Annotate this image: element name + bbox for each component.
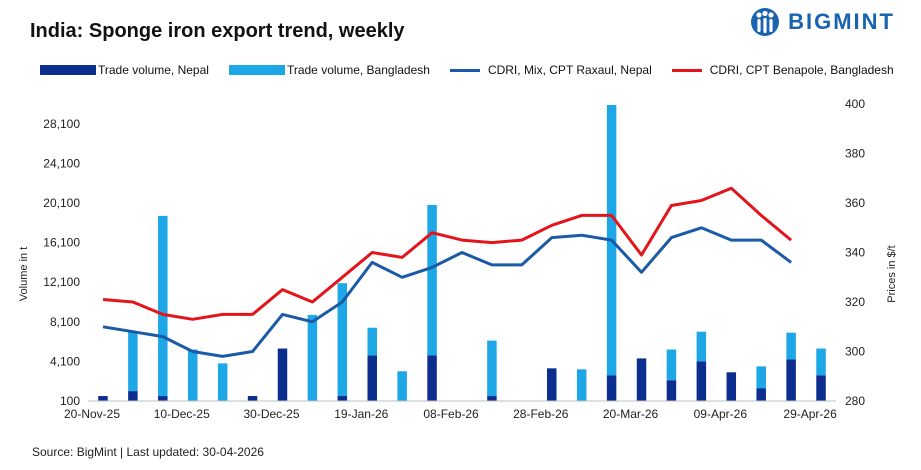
legend-label-nepal-volume: Trade volume, Nepal: [98, 63, 209, 77]
bar-nepal-volume: [277, 348, 288, 401]
x-tick-label: 30-Dec-25: [244, 407, 300, 421]
bars-layer: [98, 104, 826, 401]
x-tick-label: 20-Nov-25: [64, 407, 120, 421]
y-left-tick-label: 16,100: [43, 236, 80, 250]
source-note: Source: BigMint | Last updated: 30-04-20…: [32, 445, 264, 459]
y-right-tick-label: 320: [845, 295, 865, 309]
bar-bangladesh-volume: [696, 331, 707, 362]
legend-item-bangladesh-volume: Trade volume, Bangladesh: [228, 63, 430, 77]
bar-nepal-volume: [337, 396, 348, 401]
bar-nepal-volume: [696, 361, 707, 401]
y-right-tick-label: 400: [845, 97, 865, 111]
y-left-tick-label: 24,100: [43, 156, 80, 170]
y-left-tick-label: 28,100: [43, 117, 80, 131]
y-left-tick-label: 20,100: [43, 196, 80, 210]
line-benapole-price: [102, 186, 793, 321]
y-left-tick-label: 4,100: [50, 354, 80, 368]
x-tick-label: 29-Apr-26: [783, 407, 837, 421]
bar-nepal-volume: [606, 375, 617, 401]
bar-nepal-volume: [128, 391, 138, 401]
y-right-tick-label: 340: [845, 246, 865, 260]
bar-nepal-volume: [756, 388, 766, 401]
legend-item-benapole-price: CDRI, CPT Benapole, Bangladesh: [671, 63, 894, 77]
legend-label-bangladesh-volume: Trade volume, Bangladesh: [286, 63, 430, 77]
line-raxaul-price: [102, 226, 792, 358]
y-left-tick-label: 100: [60, 394, 80, 408]
y-axis-left: 100 4,100 8,100 12,100 16,100 20,100 24,100 28,…: [43, 117, 80, 408]
chart-title: India: Sponge iron export trend, weekly: [30, 20, 405, 42]
bar-bangladesh-volume: [337, 283, 348, 397]
legend-label-benapole-price: CDRI, CPT Benapole, Bangladesh: [709, 63, 894, 77]
bar-nepal-volume: [158, 396, 168, 401]
bar-nepal-volume: [427, 355, 437, 401]
y-axis-left-title: Volume in t: [18, 247, 30, 301]
x-tick-label: 09-Apr-26: [694, 407, 748, 421]
y-right-tick-label: 380: [845, 147, 865, 161]
y-left-tick-label: 12,100: [43, 275, 80, 289]
y-left-tick-label: 8,100: [50, 315, 80, 329]
x-tick-label: 19-Jan-26: [334, 407, 388, 421]
legend-label-raxaul-price: CDRI, Mix, CPT Raxaul, Nepal: [487, 63, 652, 77]
bar-nepal-volume: [816, 375, 826, 401]
legend-item-raxaul-price: CDRI, Mix, CPT Raxaul, Nepal: [449, 63, 652, 77]
bar-bangladesh-volume: [487, 340, 497, 397]
bar-bangladesh-volume: [576, 369, 587, 401]
y-axis-right: 280 300 320 340 360 380 400: [845, 97, 865, 408]
y-right-tick-label: 300: [845, 345, 865, 359]
y-axis-right-title: Prices in $/t: [886, 245, 898, 302]
bar-bangladesh-volume: [816, 348, 826, 376]
legend-swatch-raxaul-price: [449, 68, 480, 72]
lines-layer: [102, 186, 793, 358]
bar-bangladesh-volume: [158, 215, 168, 397]
y-right-tick-label: 280: [845, 394, 865, 408]
brand-name: BIGMINT: [788, 9, 895, 34]
bar-bangladesh-volume: [786, 332, 796, 360]
bar-bangladesh-volume: [217, 363, 228, 401]
chart-legend: Trade volume, Nepal Trade volume, Bangla…: [40, 63, 914, 77]
bar-bangladesh-volume: [307, 314, 318, 401]
x-tick-label: 20-Mar-26: [603, 407, 659, 421]
bar-bangladesh-volume: [666, 349, 677, 381]
x-tick-label: 10-Dec-25: [154, 407, 210, 421]
legend-swatch-nepal-volume: [40, 65, 96, 75]
bigmint-logo-icon: [751, 8, 780, 36]
bar-nepal-volume: [666, 380, 677, 401]
legend-swatch-benapole-price: [671, 68, 702, 72]
bar-nepal-volume: [367, 355, 377, 401]
bar-bangladesh-volume: [187, 349, 198, 401]
legend-swatch-bangladesh-volume: [228, 65, 285, 75]
bar-bangladesh-volume: [128, 331, 138, 392]
bar-bangladesh-volume: [427, 204, 437, 356]
bar-bangladesh-volume: [397, 371, 407, 401]
x-tick-label: 08-Feb-26: [423, 407, 479, 421]
bar-nepal-volume: [786, 359, 796, 401]
brand-logo: BIGMINT: [750, 6, 895, 38]
bar-nepal-volume: [726, 372, 737, 401]
x-tick-label: 28-Feb-26: [513, 407, 569, 421]
bar-nepal-volume: [247, 396, 258, 401]
bar-bangladesh-volume: [367, 327, 377, 356]
legend-item-nepal-volume: Trade volume, Nepal: [40, 63, 209, 77]
y-right-tick-label: 360: [845, 196, 865, 210]
bar-nepal-volume: [636, 358, 647, 401]
bar-nepal-volume: [98, 396, 108, 401]
bar-nepal-volume: [487, 396, 497, 401]
bar-bangladesh-volume: [756, 366, 766, 389]
x-axis: 20-Nov-25 10-Dec-25 30-Dec-25 19-Jan-26 08-F…: [64, 407, 837, 421]
bar-nepal-volume: [547, 368, 557, 401]
